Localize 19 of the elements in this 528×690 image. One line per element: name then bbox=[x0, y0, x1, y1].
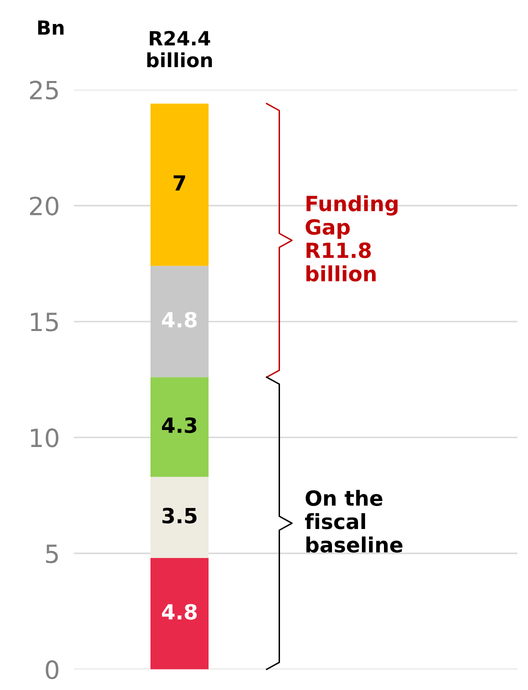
bar bbox=[150, 377, 209, 477]
bar bbox=[150, 266, 209, 378]
data-label: 7 bbox=[174, 175, 186, 191]
data-label: 4.8 bbox=[162, 604, 197, 620]
bar bbox=[150, 476, 209, 558]
bar bbox=[150, 558, 209, 670]
y-tick-label: 0 bbox=[46, 660, 58, 680]
annotation: Funding Gap R11.8 billion bbox=[306, 195, 398, 282]
y-axis-title: Bn bbox=[38, 20, 64, 35]
y-tick-label: 10 bbox=[30, 428, 58, 448]
y-tick-label: 25 bbox=[30, 80, 58, 100]
data-label: 4.3 bbox=[162, 417, 196, 434]
total-label: R24.4 billion bbox=[147, 30, 212, 68]
y-tick-label: 15 bbox=[30, 312, 58, 332]
data-label: 3.5 bbox=[162, 508, 197, 524]
y-tick-label: 20 bbox=[30, 196, 58, 216]
bar bbox=[150, 104, 209, 266]
annotation: On the fiscal baseline bbox=[305, 490, 402, 553]
y-tick-label: 5 bbox=[46, 544, 58, 564]
